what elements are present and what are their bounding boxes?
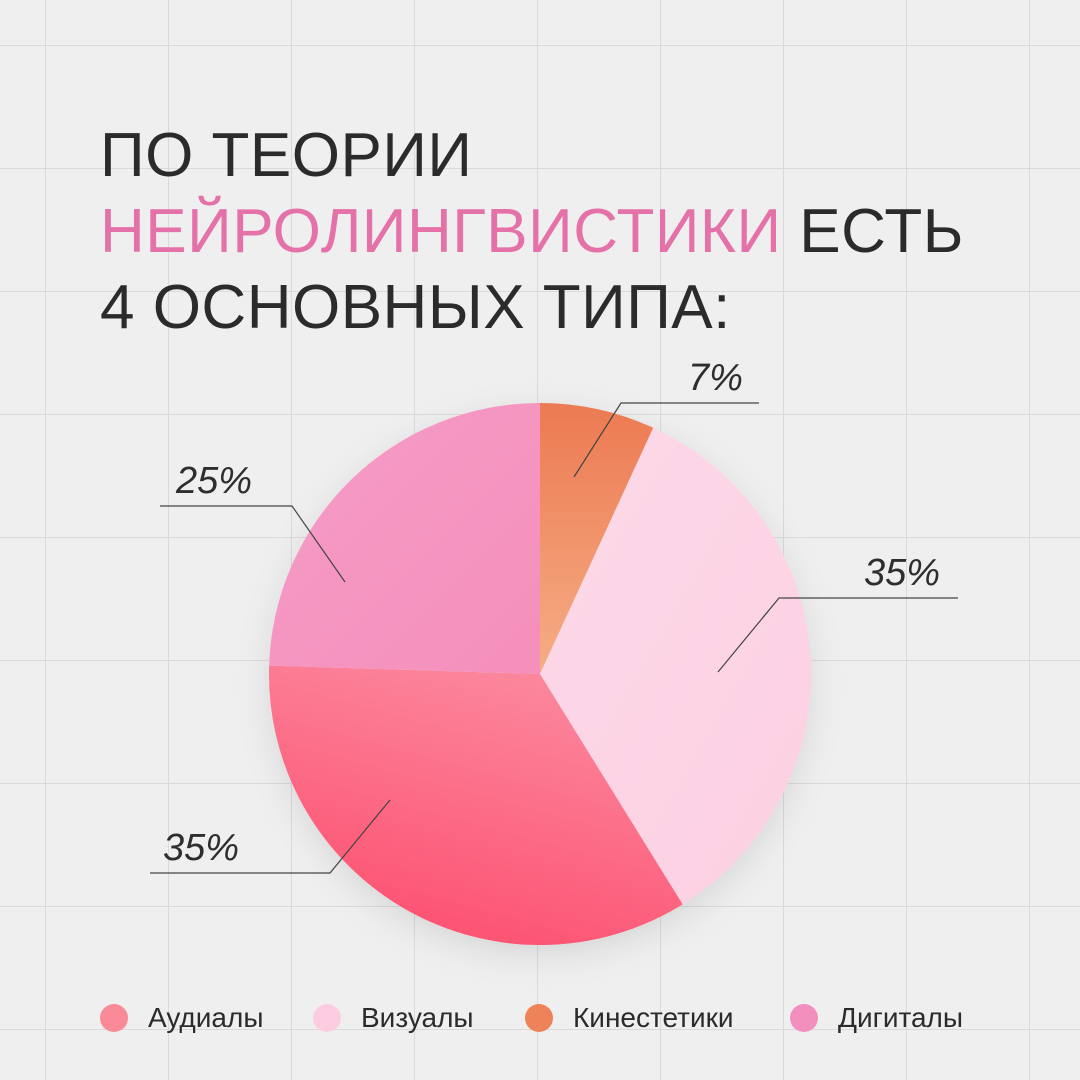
legend-item: Аудиалы: [100, 996, 263, 1040]
callout-line: [717, 597, 958, 673]
slice-value-label: 7%: [688, 357, 743, 399]
legend-label: Дигиталы: [838, 1002, 964, 1033]
legend-item: Дигиталы: [790, 996, 963, 1040]
pie-slice-Дигиталы: [269, 403, 540, 674]
headline-accent-word: НЕЙРОЛИНГВИСТИКИ: [100, 197, 782, 266]
pie-slice-Аудиалы: [269, 665, 683, 945]
legend-swatch: [525, 1004, 553, 1032]
legend-swatch: [790, 1004, 818, 1032]
legend-swatch: [313, 1004, 341, 1032]
headline-line-1: ПО ТЕОРИИ: [100, 121, 473, 190]
slice-value-label: 25%: [175, 460, 252, 502]
legend-item: Визуалы: [313, 996, 474, 1040]
legend-item: Кинестетики: [525, 996, 734, 1040]
headline-line-2-rest: ЕСТЬ: [781, 197, 964, 266]
slice-value-label: 35%: [864, 552, 940, 594]
legend-label: Визуалы: [361, 1002, 474, 1033]
legend: Аудиалы Визуалы Кинестетики Дигиталы: [100, 996, 1000, 1040]
callout-line: [573, 402, 759, 478]
slice-value-label: 35%: [163, 827, 239, 869]
legend-swatch: [100, 1004, 128, 1032]
legend-label: Кинестетики: [573, 1002, 734, 1033]
callout-line: [160, 505, 346, 583]
headline: ПО ТЕОРИИ НЕЙРОЛИНГВИСТИКИ ЕСТЬ 4 ОСНОВН…: [100, 118, 964, 346]
callout-line: [150, 799, 391, 874]
headline-line-3: 4 ОСНОВНЫХ ТИПА:: [100, 273, 731, 342]
pie-slice-Визуалы: [540, 427, 811, 905]
legend-label: Аудиалы: [148, 1002, 264, 1033]
pie-slice-Кинестетики: [540, 403, 654, 674]
